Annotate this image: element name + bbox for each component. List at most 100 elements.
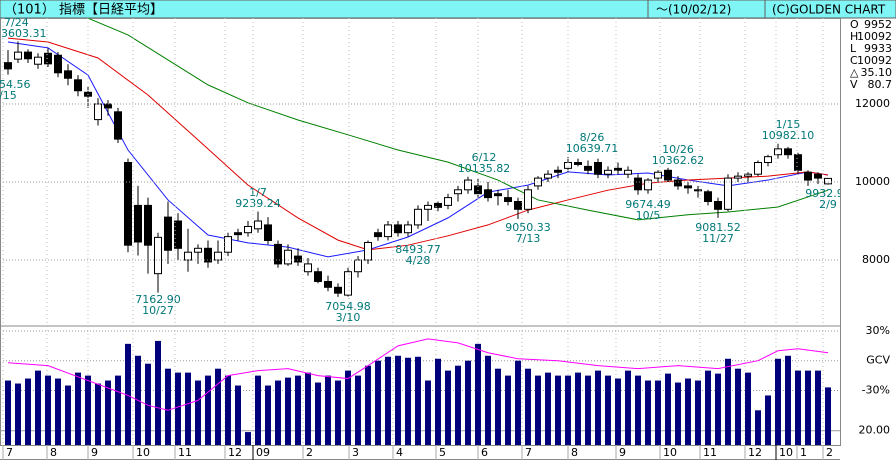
y-tick-label: 12000 (855, 97, 890, 110)
volume-bar (275, 380, 281, 445)
annotation: 9050.33 (505, 221, 551, 234)
annotation: 9932.90 (805, 187, 851, 200)
candle-body (124, 162, 132, 246)
volume-bar (245, 432, 251, 445)
plot-frame (0, 18, 841, 446)
candle-body (634, 177, 642, 191)
volume-bar (395, 355, 401, 445)
x-tick-label: 2 (306, 446, 313, 459)
candle-body (764, 156, 772, 164)
annotation: 11/27 (702, 232, 734, 245)
volume-bar (175, 372, 181, 445)
volume-bar (95, 383, 101, 445)
candle-body (34, 56, 42, 65)
candle-body (774, 148, 782, 156)
candle-body (264, 224, 272, 242)
candle-body (484, 189, 492, 199)
annotation: 9239.24 (235, 197, 281, 210)
annotation: 10135.82 (458, 162, 511, 175)
summary-value: 10092 (857, 30, 892, 43)
x-tick-label: 6 (481, 446, 488, 459)
candle-body (494, 193, 502, 197)
summary-label: C (850, 54, 858, 67)
summary-value: 10092 (857, 54, 892, 67)
volume-bar (655, 380, 661, 445)
annotation: 7/13 (516, 232, 541, 245)
summary-label: △ (850, 66, 859, 79)
annotation: 9081.52 (695, 221, 741, 234)
volume-bar (595, 370, 601, 445)
candle-body (54, 54, 62, 74)
header-copyright: (C)GOLDEN CHART (772, 3, 886, 17)
volume-bar (205, 375, 211, 445)
volume-bar (265, 385, 271, 445)
volume-bar (635, 375, 641, 445)
candle-body (174, 220, 182, 249)
candle-body (584, 165, 592, 171)
candle-body (754, 162, 762, 175)
x-tick-label: 3 (352, 446, 359, 459)
volume-bar (645, 380, 651, 445)
candle-body (784, 148, 792, 156)
candle-body (324, 280, 332, 288)
candle-body (824, 177, 832, 185)
volume-bar (575, 372, 581, 445)
volume-bar (515, 360, 521, 445)
candle-body (74, 79, 82, 92)
volume-bar (615, 378, 621, 445)
annotation: 10982.10 (762, 129, 815, 142)
x-tick-label: 9 (619, 446, 626, 459)
candle-body (164, 216, 172, 251)
annotation: 9674.49 (625, 198, 671, 211)
candle-body (684, 185, 692, 189)
candle-body (274, 243, 282, 265)
volume-bar (195, 380, 201, 445)
candle-body (614, 167, 622, 171)
candle-body (624, 169, 632, 175)
candle-body (734, 175, 742, 179)
summary-value: 9933 (864, 42, 892, 55)
volume-bar (15, 383, 21, 445)
candle-body (154, 236, 162, 275)
candle-body (654, 171, 662, 179)
candle-body (304, 263, 312, 273)
volume-bar (785, 355, 791, 445)
summary-label: H (850, 30, 858, 43)
candle-body (184, 251, 192, 261)
candle-body (294, 255, 302, 263)
candle-body (454, 189, 462, 195)
candle-body (554, 169, 562, 173)
candle-body (394, 224, 402, 234)
volume-bar (435, 358, 441, 445)
annotation: 7/15 (0, 89, 17, 102)
annotation: 8493.77 (395, 243, 441, 256)
volume-bar (705, 370, 711, 445)
volume-bar (695, 380, 701, 445)
candle-body (644, 179, 652, 191)
candle-body (804, 171, 812, 181)
volume-bar (215, 368, 221, 445)
volume-bar (125, 343, 131, 445)
volume-bar (505, 375, 511, 445)
x-tick-label: 5 (439, 446, 446, 459)
candle-body (334, 286, 342, 294)
annotation: 2/9 (819, 198, 837, 211)
volume-bar (315, 382, 321, 445)
volume-bar (775, 358, 781, 445)
main-panel: 7/2413603.3112754.567/157162.9010/271/79… (0, 18, 851, 324)
volume-bar (665, 373, 671, 445)
volume-bar (495, 368, 501, 445)
volume-bar (525, 368, 531, 445)
volume-bar (5, 380, 11, 445)
volume-bar (185, 372, 191, 445)
candle-body (434, 202, 442, 208)
x-tick-label: 10 (663, 446, 677, 459)
candle-body (224, 236, 232, 253)
volume-bar (105, 380, 111, 445)
volume-bar (815, 370, 821, 445)
volume-bar (345, 370, 351, 445)
candle-body (414, 208, 422, 226)
candle-body (194, 247, 202, 253)
annotation: 10/26 (662, 143, 694, 156)
